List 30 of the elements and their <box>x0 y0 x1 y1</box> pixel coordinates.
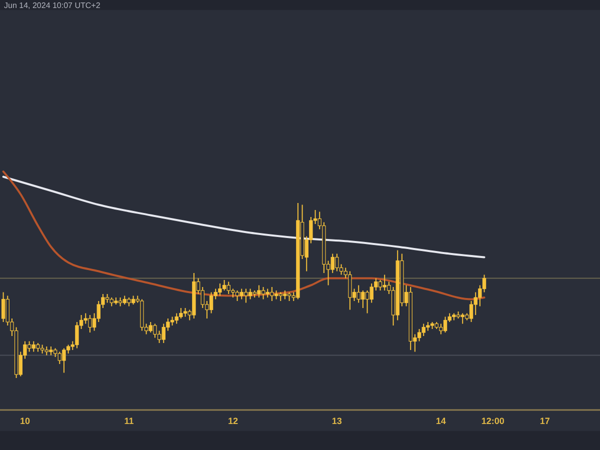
candlestick <box>62 348 66 374</box>
candlestick <box>75 322 79 349</box>
candlestick <box>261 286 266 300</box>
candlestick <box>274 290 278 300</box>
candlestick <box>218 283 222 296</box>
x-tick-label: 11 <box>124 416 134 426</box>
candlestick <box>179 308 183 319</box>
candlestick <box>36 342 40 352</box>
candlestick <box>88 314 92 333</box>
x-tick-label: 10 <box>20 416 30 426</box>
candlestick <box>105 294 110 304</box>
candlestick <box>127 297 131 307</box>
text: Jun 14, 2024 10:07 UTC+2 <box>4 1 101 10</box>
candlestick <box>248 288 252 300</box>
candlestick <box>27 340 32 352</box>
x-tick-label: 12:00 <box>481 416 504 426</box>
candlestick <box>49 346 53 356</box>
candlestick <box>118 297 122 307</box>
candlestick <box>222 280 226 291</box>
candlestick <box>365 290 370 314</box>
x-tick-label: 14 <box>436 416 446 426</box>
candlestick <box>209 292 214 314</box>
candlestick <box>192 272 196 319</box>
candlestick <box>417 328 422 342</box>
candlestick <box>235 290 240 302</box>
x-tick-label: 17 <box>540 416 550 426</box>
x-tick-label: 12 <box>228 416 238 426</box>
candlestick <box>1 292 6 322</box>
x-tick-label: 13 <box>332 416 342 426</box>
candlestick <box>183 308 188 318</box>
